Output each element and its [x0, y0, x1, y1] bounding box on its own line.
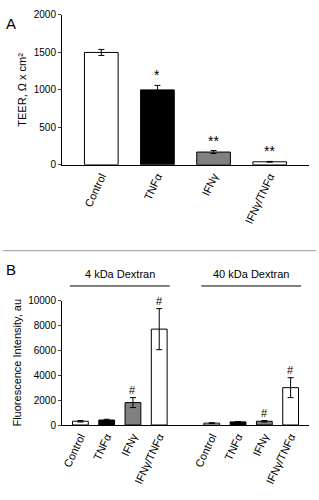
- svg-text:Fluorescence Intensity, au: Fluorescence Intensity, au: [11, 299, 23, 427]
- svg-text:Control: Control: [61, 432, 87, 469]
- svg-text:4000: 4000: [34, 370, 57, 381]
- svg-text:IFNγ: IFNγ: [250, 431, 271, 458]
- svg-text:2000: 2000: [34, 395, 57, 406]
- svg-text:1000: 1000: [34, 84, 57, 95]
- svg-text:10000: 10000: [28, 295, 56, 306]
- svg-text:40 kDa Dextran: 40 kDa Dextran: [213, 268, 289, 280]
- svg-text:4 kDa Dextran: 4 kDa Dextran: [85, 268, 155, 280]
- svg-text:#: #: [129, 384, 136, 396]
- svg-text:TNFα: TNFα: [91, 431, 114, 462]
- svg-text:0: 0: [50, 159, 56, 170]
- svg-text:A: A: [6, 15, 16, 32]
- svg-text:IFNγ: IFNγ: [200, 171, 221, 198]
- svg-text:#: #: [261, 407, 268, 419]
- svg-text:**: **: [208, 133, 219, 149]
- svg-text:**: **: [264, 143, 275, 159]
- svg-text:TEER, Ω x cm²: TEER, Ω x cm²: [16, 53, 28, 127]
- svg-text:IFNγ/TNFα: IFNγ/TNFα: [264, 431, 298, 486]
- svg-text:#: #: [156, 295, 163, 307]
- svg-text:IFNγ/TNFα: IFNγ/TNFα: [243, 171, 277, 226]
- svg-text:2000: 2000: [34, 9, 57, 20]
- svg-text:#: #: [287, 364, 294, 376]
- svg-text:IFNγ/TNFα: IFNγ/TNFα: [132, 431, 166, 486]
- svg-text:0: 0: [50, 420, 56, 431]
- svg-text:*: *: [154, 67, 160, 83]
- svg-text:1500: 1500: [34, 47, 57, 58]
- svg-text:Control: Control: [193, 432, 219, 469]
- svg-text:TNFα: TNFα: [222, 431, 245, 462]
- svg-text:TNFα: TNFα: [142, 171, 165, 202]
- svg-text:6000: 6000: [34, 345, 57, 356]
- svg-text:Control: Control: [82, 172, 108, 209]
- svg-text:500: 500: [39, 122, 56, 133]
- svg-text:8000: 8000: [34, 320, 57, 331]
- svg-text:B: B: [6, 261, 16, 278]
- svg-text:IFNγ: IFNγ: [119, 431, 140, 458]
